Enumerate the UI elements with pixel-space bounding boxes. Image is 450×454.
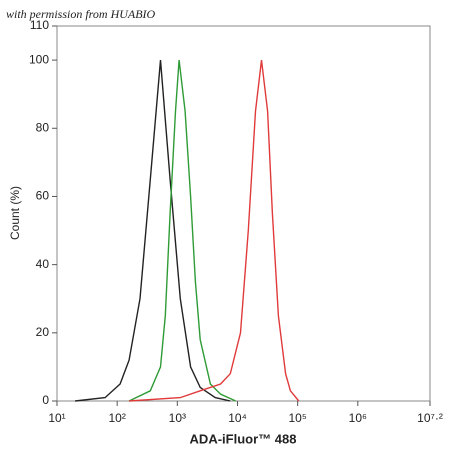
x-tick-label: 10⁵ — [288, 411, 306, 425]
y-tick-label: 40 — [36, 257, 50, 271]
x-axis-label: ADA-iFluor™ 488 — [190, 431, 297, 446]
y-tick-label: 110 — [30, 18, 49, 32]
histogram-line — [129, 60, 300, 402]
y-tick-label: 60 — [36, 189, 50, 203]
x-tick-label: 10¹ — [48, 411, 65, 425]
x-tick-label: 10³ — [169, 411, 186, 425]
y-tick-label: 100 — [29, 52, 49, 66]
histogram-line — [128, 60, 236, 402]
plot-frame — [56, 25, 431, 402]
y-tick-label: 80 — [36, 120, 50, 134]
histogram-line — [75, 60, 231, 402]
x-tick-label: 10⁴ — [228, 411, 247, 425]
y-tick-label: 20 — [36, 325, 50, 339]
x-tick-label: 10⁶ — [349, 411, 367, 425]
y-tick-label: 0 — [42, 393, 49, 407]
x-tick-label: 10² — [108, 411, 125, 425]
y-axis-label: Count (%) — [8, 186, 22, 240]
x-tick-label: 10⁷·² — [417, 411, 443, 425]
watermark: with permission from HUABIO — [6, 7, 156, 21]
